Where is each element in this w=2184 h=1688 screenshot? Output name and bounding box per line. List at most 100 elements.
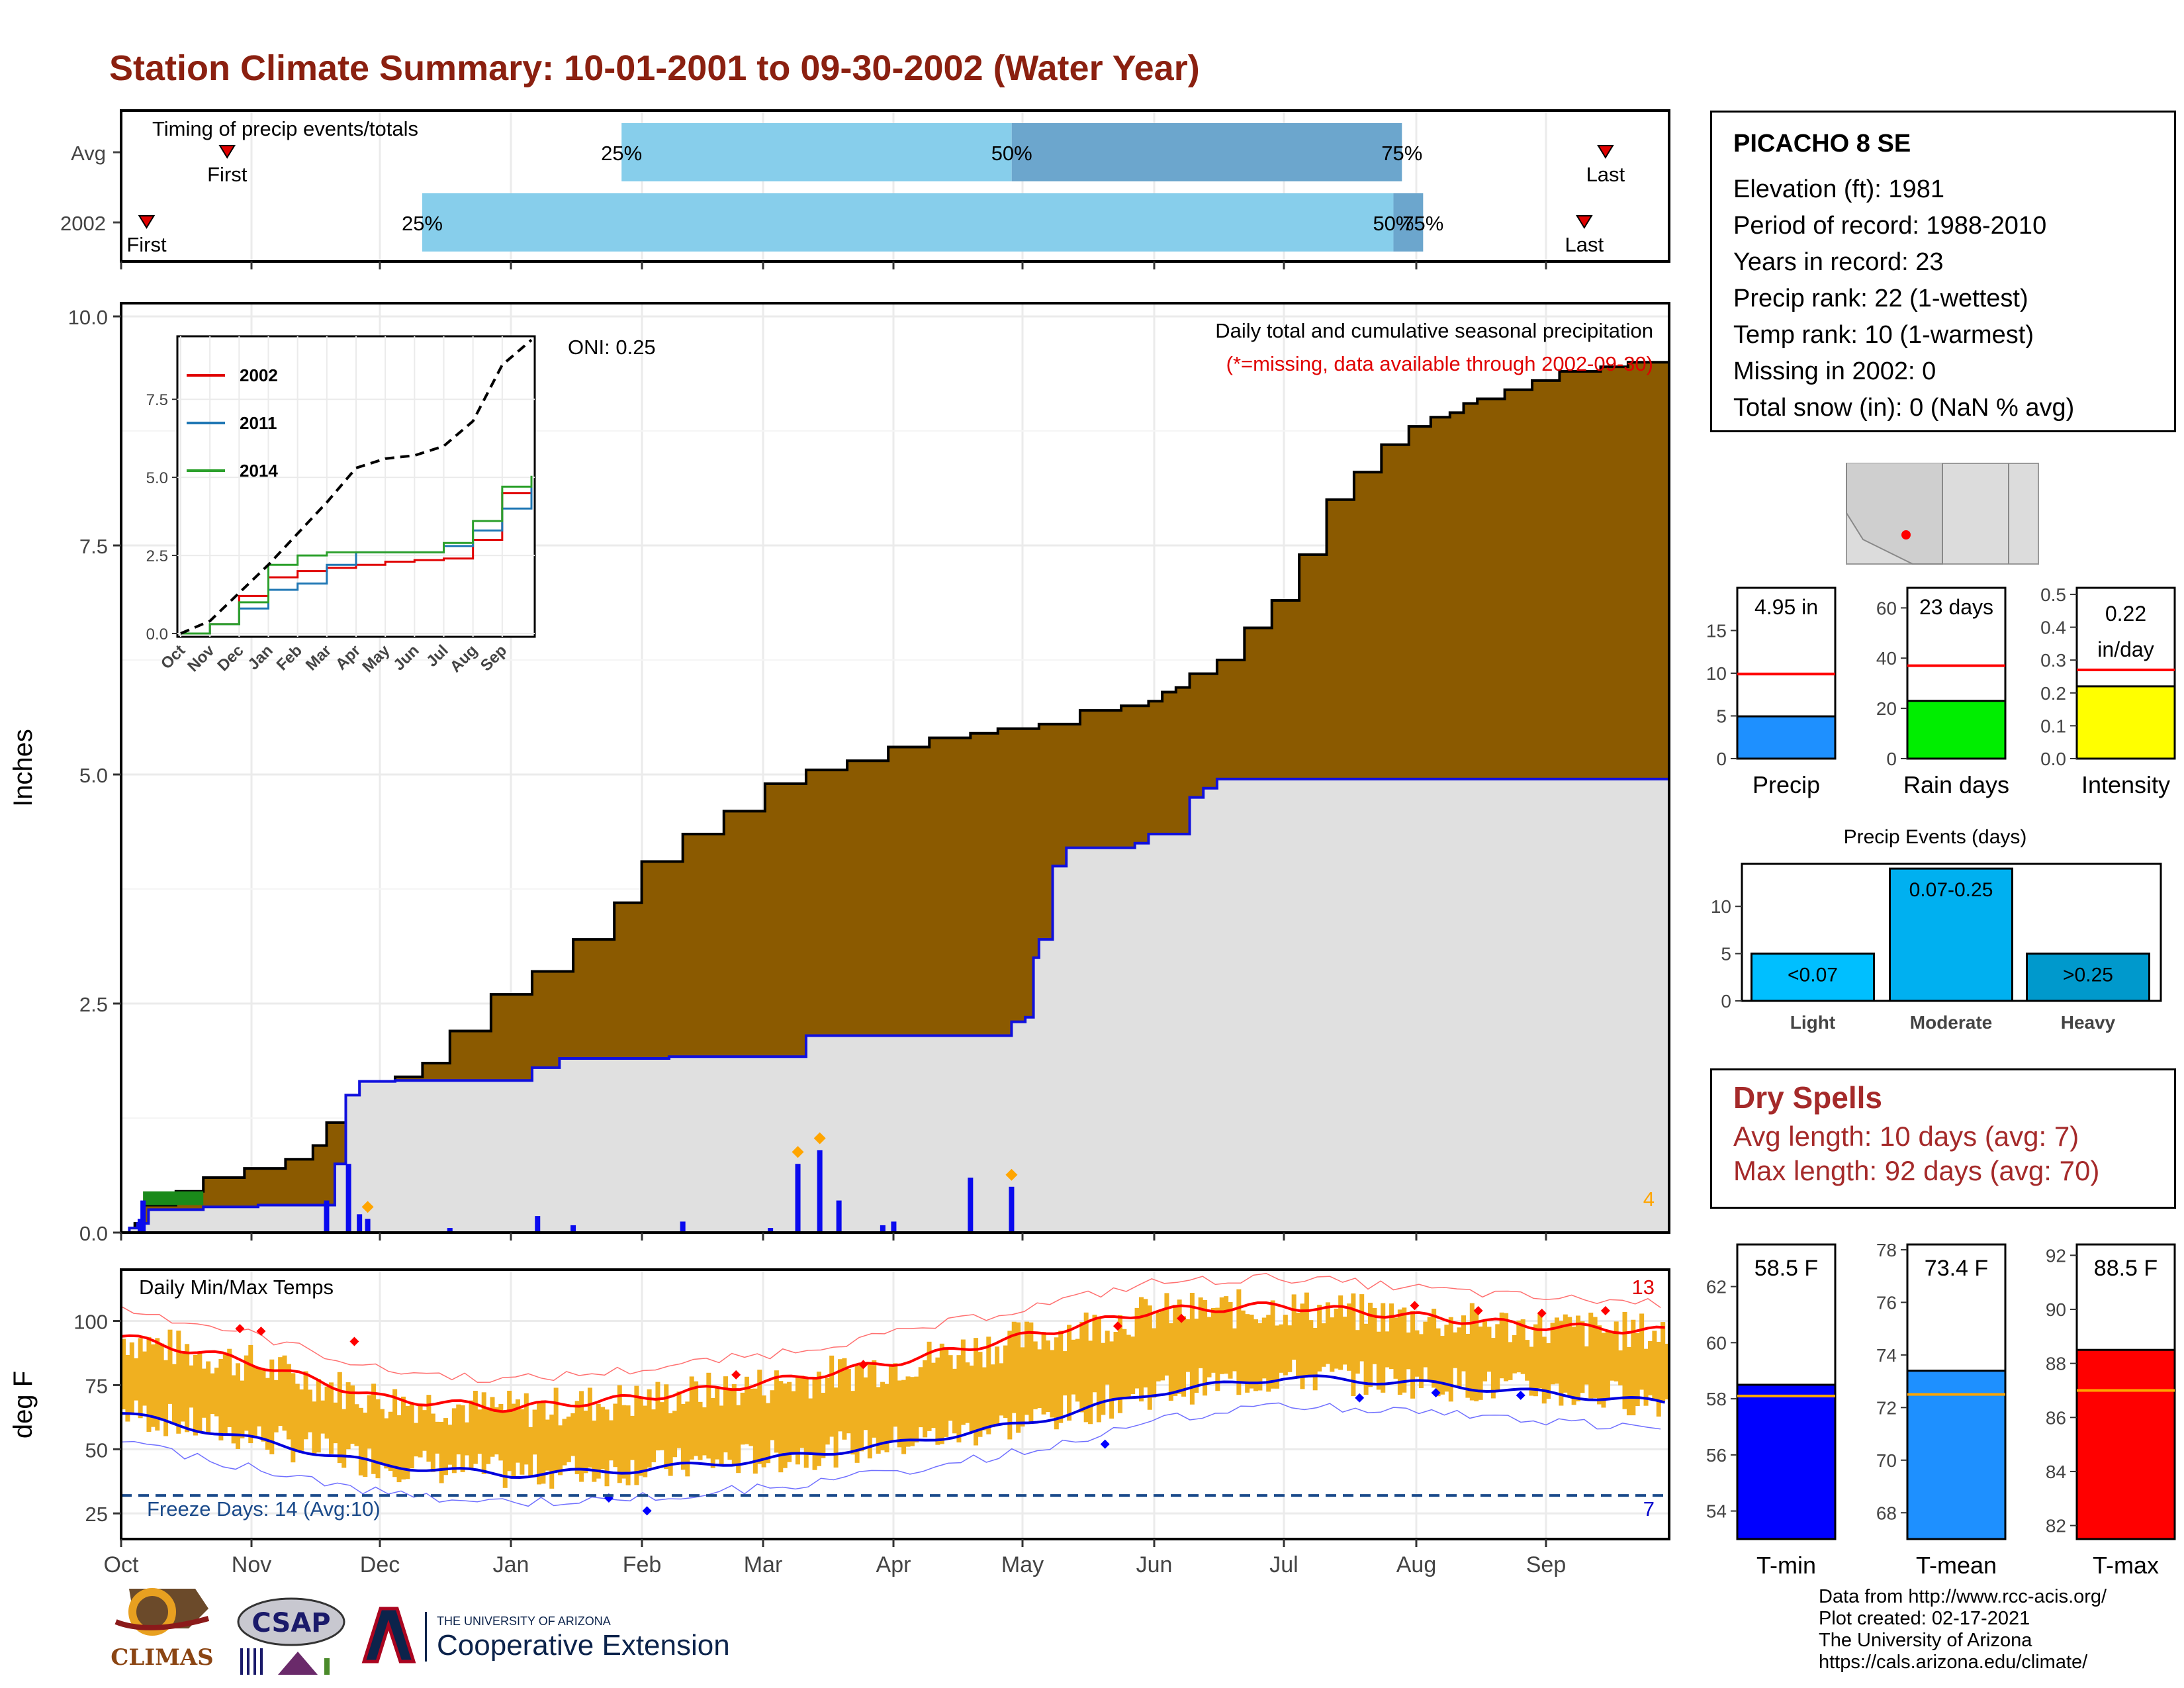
daily-temp-range-bar [1058, 1331, 1064, 1423]
daily-temp-range-bar [965, 1362, 970, 1423]
tmax-value: 88.5 F [2094, 1256, 2158, 1281]
daily-temp-range-bar [791, 1391, 796, 1454]
daily-temp-range-bar [345, 1382, 351, 1450]
daily-temp-range-bar [570, 1413, 576, 1456]
daily-temp-range-bar [502, 1412, 508, 1488]
daily-temp-range-bar [1275, 1325, 1280, 1389]
mini-bar-y-tick-label: 0.5 [2040, 585, 2066, 605]
daily-temp-range-bar [1330, 1317, 1335, 1372]
csap-logo-text: CSAP [251, 1608, 330, 1638]
inset-legend-label: 2011 [240, 413, 277, 433]
tmean-value: 73.4 F [1925, 1256, 1988, 1281]
daily-temp-range-bar [451, 1408, 457, 1474]
temp-x-tick-label: Aug [1396, 1552, 1437, 1577]
last-event-marker [1576, 215, 1593, 229]
daily-temp-range-bar [974, 1338, 979, 1446]
daily-temp-range-bar [808, 1398, 813, 1454]
inset-y-tick-label: 0.0 [146, 626, 168, 643]
temp-x-tick-label: Apr [876, 1552, 911, 1577]
daily-temp-range-bar [625, 1405, 631, 1485]
daily-temp-range-bar [473, 1391, 478, 1464]
mini-bar-y-tick-label: 76 [1876, 1292, 1897, 1313]
daily-temp-range-bar [1054, 1337, 1059, 1430]
daily-temp-range-bar [396, 1415, 402, 1483]
temp-y-axis-label: deg F [9, 1371, 38, 1438]
daily-temp-range-bar [1444, 1325, 1449, 1392]
daily-temp-range-bar [897, 1380, 902, 1448]
daily-temp-range-bar [685, 1401, 690, 1477]
mini-bar-y-tick-label: 70 [1876, 1450, 1897, 1471]
daily-temp-range-bar [672, 1411, 678, 1458]
rain-days-value: 23 days [1919, 595, 1993, 619]
daily-temp-range-bar [1240, 1310, 1246, 1383]
daily-temp-range-bar [337, 1372, 342, 1464]
daily-temp-range-bar [375, 1399, 381, 1479]
daily-temp-range-bar [176, 1331, 181, 1434]
ua-small-text: THE UNIVERSITY OF ARIZONA [437, 1615, 611, 1628]
daily-temp-range-bar [1647, 1340, 1653, 1395]
mini-bar-y-tick-label: 62 [1706, 1277, 1727, 1297]
daily-temp-range-bar [1130, 1336, 1136, 1395]
heavy-days-count: 4 [1643, 1188, 1655, 1211]
timing-category-label: 2002 [60, 212, 106, 235]
daily-temp-range-bar [803, 1379, 809, 1468]
timing-label-75: 75% [1381, 142, 1422, 165]
precip-y-tick-label: 5.0 [79, 764, 108, 787]
credit-url: https://cals.arizona.edu/climate/ [1819, 1652, 2088, 1673]
record-high-marker [256, 1327, 266, 1336]
daily-temp-range-bar [1096, 1317, 1101, 1423]
ua-cooperative-extension-logo: THE UNIVERSITY OF ARIZONA Cooperative Ex… [361, 1607, 730, 1664]
precip-event-bar [2026, 953, 2150, 1002]
timing-bar-25-50 [422, 193, 1394, 252]
daily-temp-range-bar [333, 1402, 338, 1444]
daily-temp-range-bar [414, 1423, 419, 1457]
mini-bar-y-tick-label: 84 [2046, 1462, 2066, 1482]
daily-temp-range-bar [1079, 1321, 1085, 1413]
daily-temp-range-bar [498, 1403, 504, 1461]
daily-temp-range-bar [1312, 1327, 1318, 1391]
daily-temp-range-bar [1592, 1317, 1598, 1398]
daily-temp-range-bar [918, 1367, 923, 1428]
daily-temp-range-bar [1643, 1348, 1649, 1406]
precip-events-y-tick-label: 5 [1721, 944, 1731, 964]
daily-temp-range-bar [350, 1385, 355, 1444]
daily-temp-range-bar [388, 1411, 393, 1472]
temp-panel-border [120, 1268, 1670, 1540]
above-average-patch [143, 1191, 204, 1205]
temp-x-tick-label: Oct [104, 1552, 139, 1577]
mini-bar-category-label: T-max [2093, 1552, 2159, 1579]
daily-temp-range-bar [1618, 1350, 1623, 1385]
daily-temp-range-bar [146, 1336, 152, 1432]
daily-temp-range-bar [129, 1342, 134, 1413]
daily-temp-range-bar [1490, 1338, 1496, 1399]
daily-temp-range-bar [1266, 1315, 1271, 1392]
daily-temp-range-bar [812, 1379, 817, 1470]
timing-label-first: First [126, 233, 167, 256]
intensity-unit: in/day [2097, 637, 2154, 661]
daily-temp-range-bar [647, 1389, 652, 1468]
daily-temp-range-bar [435, 1421, 440, 1454]
daily-temp-range-bar [257, 1368, 262, 1427]
daily-temp-range-bar [1397, 1309, 1402, 1395]
mini-bar-y-tick-label: 86 [2046, 1407, 2066, 1428]
daily-temp-range-bar [927, 1341, 932, 1431]
mini-bar-y-tick-label: 0.2 [2040, 683, 2066, 704]
mini-bar-y-tick-label: 0.3 [2040, 650, 2066, 671]
timing-category-label: Avg [71, 142, 106, 165]
daily-temp-range-bar [1075, 1338, 1080, 1402]
mini-bar-y-tick-label: 0.0 [2040, 749, 2066, 769]
temp-y-tick-label: 50 [85, 1438, 108, 1462]
daily-temp-range-bar [592, 1421, 597, 1482]
daily-temp-range-bar [1418, 1334, 1424, 1389]
daily-temp-range-bar [1567, 1317, 1572, 1397]
daily-temp-range-bar [761, 1395, 766, 1468]
daily-temp-range-bar [829, 1355, 835, 1437]
daily-temp-range-bar [481, 1392, 486, 1474]
daily-temp-range-bar [477, 1409, 482, 1454]
daily-temp-range-bar [1003, 1345, 1008, 1418]
daily-temp-range-bar [1325, 1302, 1330, 1364]
daily-temp-range-bar [520, 1409, 525, 1475]
daily-temp-range-bar [799, 1376, 805, 1448]
mini-bar-y-tick-label: 40 [1876, 648, 1897, 669]
